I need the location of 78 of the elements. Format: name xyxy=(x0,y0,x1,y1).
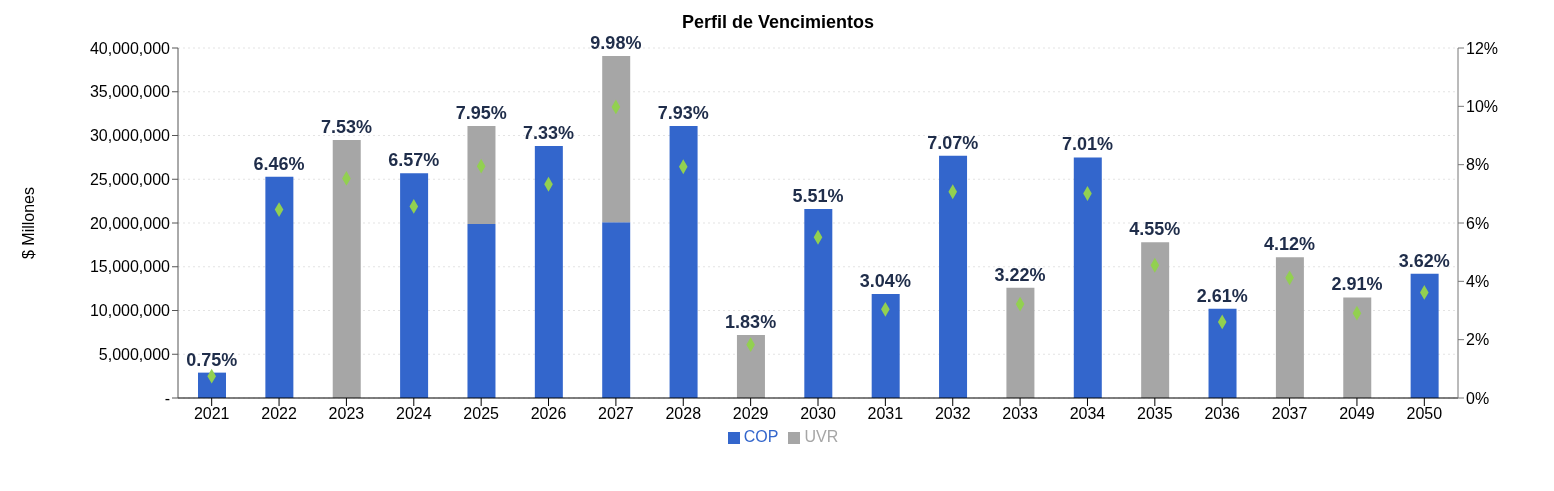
data-label: 7.53% xyxy=(320,116,372,137)
y-tick-label: 30,000,000 xyxy=(89,127,171,145)
x-tick-label: 2024 xyxy=(395,405,432,423)
legend-label: COP xyxy=(743,428,779,445)
bar xyxy=(1141,242,1170,398)
data-label: 7.07% xyxy=(927,132,979,153)
data-label: 0.75% xyxy=(186,349,238,370)
y2-tick-label: 6% xyxy=(1466,214,1490,232)
y2-tick-label: 2% xyxy=(1466,331,1490,349)
y-tick-label: 40,000,000 xyxy=(89,39,171,57)
data-label: 3.62% xyxy=(1398,250,1450,271)
bar xyxy=(602,222,631,398)
data-label: 7.93% xyxy=(657,102,709,123)
y-tick-label: 25,000,000 xyxy=(89,170,171,188)
bar xyxy=(400,173,429,398)
y2-tick-label: 10% xyxy=(1466,98,1499,116)
x-tick-label: 2036 xyxy=(1204,405,1241,423)
y-tick-label: - xyxy=(164,389,170,407)
legend-label: UVR xyxy=(804,428,839,445)
data-label: 2.61% xyxy=(1196,285,1248,306)
x-tick-label: 2022 xyxy=(261,405,297,423)
data-label: 7.95% xyxy=(455,102,507,123)
x-tick-label: 2027 xyxy=(598,405,634,423)
x-tick-label: 2033 xyxy=(1002,405,1038,423)
x-tick-label: 2023 xyxy=(328,405,365,423)
data-label: 9.98% xyxy=(590,32,642,53)
data-label: 3.22% xyxy=(994,264,1046,285)
x-tick-label: 2021 xyxy=(193,405,230,423)
bar xyxy=(736,335,765,398)
data-label: 6.57% xyxy=(388,150,440,171)
y-tick-label: 35,000,000 xyxy=(89,83,171,101)
bar xyxy=(871,293,900,398)
data-label: 2.91% xyxy=(1331,274,1383,295)
y-axis-title: $ Millones xyxy=(19,186,37,260)
bar xyxy=(1006,287,1035,398)
data-label: 5.51% xyxy=(792,186,844,206)
x-tick-label: 2031 xyxy=(867,405,904,423)
data-label: 4.55% xyxy=(1129,219,1181,240)
bar xyxy=(669,125,698,398)
chart-title: Perfil de Vencimientos xyxy=(680,12,876,33)
bar xyxy=(1208,308,1237,398)
y-tick-label: 5,000,000 xyxy=(98,345,171,363)
bar xyxy=(534,146,563,398)
bar xyxy=(1275,257,1304,398)
x-tick-label: 2028 xyxy=(665,405,702,423)
data-label: 3.04% xyxy=(859,270,911,291)
y-tick-label: 10,000,000 xyxy=(89,302,171,320)
data-label: 7.01% xyxy=(1061,134,1113,155)
y2-tick-label: 12% xyxy=(1466,39,1499,57)
bar xyxy=(265,176,294,398)
x-tick-label: 2037 xyxy=(1271,405,1308,423)
bar xyxy=(467,223,496,398)
x-tick-label: 2029 xyxy=(732,405,769,423)
bar xyxy=(1343,297,1372,398)
x-tick-label: 2050 xyxy=(1406,405,1443,423)
y-tick-label: 20,000,000 xyxy=(89,214,171,232)
y2-tick-label: 8% xyxy=(1466,156,1490,174)
data-label: 4.12% xyxy=(1264,234,1316,255)
x-tick-label: 2026 xyxy=(530,405,567,423)
x-tick-label: 2034 xyxy=(1069,405,1106,423)
bar xyxy=(602,55,631,223)
bar xyxy=(1410,273,1439,398)
y2-tick-label: 0% xyxy=(1466,389,1490,407)
bar xyxy=(332,139,361,398)
x-tick-label: 2049 xyxy=(1339,405,1375,423)
bar xyxy=(939,155,968,398)
x-tick-label: 2030 xyxy=(800,405,836,423)
y-tick-label: 15,000,000 xyxy=(89,258,171,276)
bar xyxy=(804,209,833,398)
data-label: 6.46% xyxy=(253,153,305,174)
data-label: 7.33% xyxy=(523,123,575,143)
x-tick-label: 2035 xyxy=(1137,405,1173,423)
bar xyxy=(467,125,496,224)
y2-tick-label: 4% xyxy=(1466,273,1490,291)
data-label: 1.83% xyxy=(725,312,777,332)
x-tick-label: 2032 xyxy=(934,405,971,423)
x-tick-label: 2025 xyxy=(463,405,500,423)
bar xyxy=(1073,157,1102,398)
